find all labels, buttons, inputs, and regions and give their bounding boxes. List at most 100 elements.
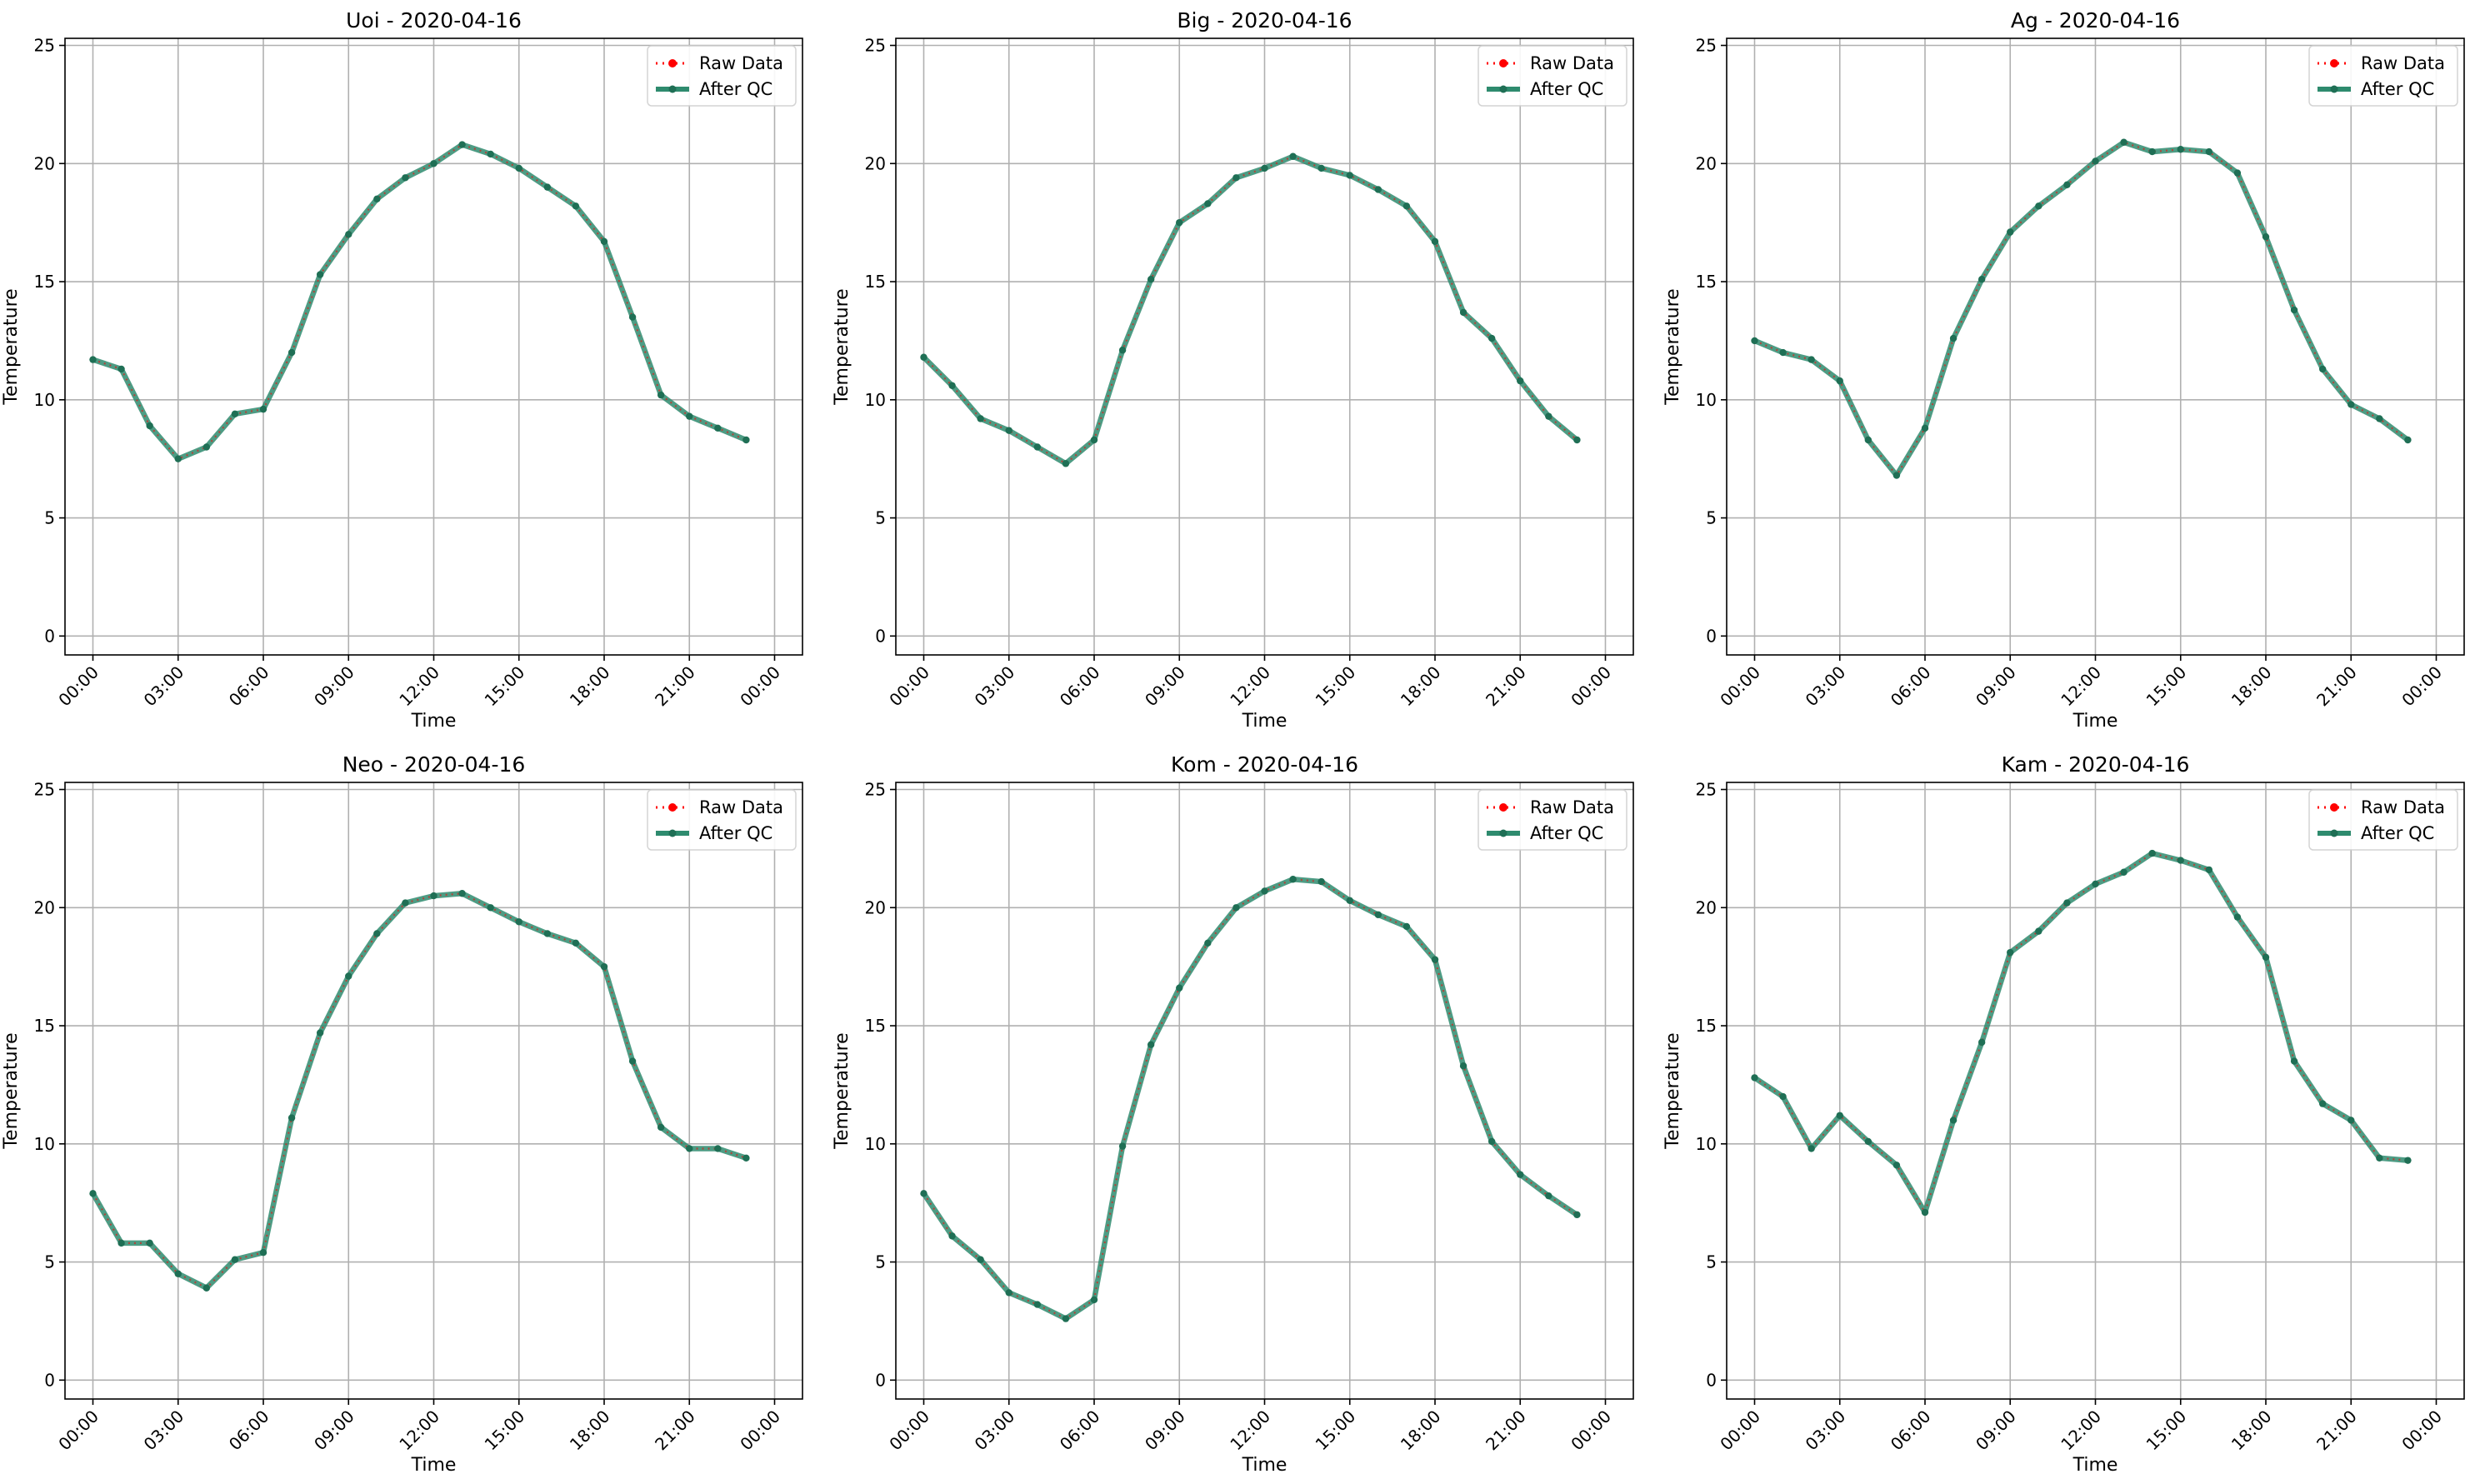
y-tick-label: 5 <box>44 1252 55 1272</box>
x-tick-label: 06:00 <box>1056 1407 1104 1455</box>
data-point <box>1005 427 1012 434</box>
x-tick-label: 15:00 <box>481 1407 529 1455</box>
y-tick-label: 20 <box>1696 153 1717 173</box>
data-point <box>2177 857 2184 864</box>
grid <box>896 782 1633 1399</box>
chart-title: Neo - 2020-04-16 <box>342 752 526 777</box>
y-tick-label: 0 <box>1706 626 1717 646</box>
y-tick-label: 15 <box>1696 272 1717 292</box>
legend: Raw Data After QC <box>1478 45 1628 107</box>
data-point <box>1062 1315 1070 1322</box>
y-tick-label: 5 <box>875 508 886 528</box>
chart-title: Kam - 2020-04-16 <box>2002 752 2190 777</box>
x-tick-label: 15:00 <box>1312 662 1360 711</box>
x-tick-label: 00:00 <box>736 1407 784 1455</box>
data-point <box>1204 200 1212 207</box>
data-point <box>2148 147 2156 156</box>
data-point <box>458 890 466 897</box>
data-point <box>1779 1092 1787 1101</box>
data-point <box>1346 172 1353 179</box>
legend-raw-label: Raw Data <box>2361 53 2445 73</box>
data-point <box>1062 460 1070 467</box>
x-tick-label: 09:00 <box>1972 1407 2020 1455</box>
data-point <box>948 1232 956 1240</box>
y-tick-label: 15 <box>34 272 55 292</box>
legend: Raw Data After QC <box>2308 789 2458 851</box>
x-tick-label: 09:00 <box>310 1407 358 1455</box>
legend-raw-marker <box>2330 59 2338 67</box>
legend-qc-marker <box>668 829 677 837</box>
legend-raw-marker <box>668 59 677 67</box>
y-tick-label: 10 <box>34 1134 55 1154</box>
data-point <box>1147 275 1155 283</box>
data-point <box>657 391 665 399</box>
data-point <box>2092 880 2099 888</box>
data-point <box>515 164 522 172</box>
data-point <box>1147 1041 1155 1048</box>
legend-qc-label: After QC <box>699 79 772 99</box>
series-after-qc-line <box>1752 139 2411 478</box>
y-axis-label: Temperature <box>1 288 22 405</box>
data-point <box>948 382 956 389</box>
data-point <box>1289 152 1297 160</box>
data-point <box>1402 922 1411 931</box>
data-point <box>1921 424 1929 432</box>
data-point <box>1573 1211 1581 1219</box>
data-point <box>1517 377 1524 385</box>
legend-raw-label: Raw Data <box>699 53 783 73</box>
series-after-qc-line <box>921 876 1580 1322</box>
data-point <box>288 348 296 357</box>
data-point <box>118 365 125 373</box>
data-point <box>1808 356 1815 363</box>
x-axis-label: Time <box>2072 711 2118 732</box>
data-point <box>202 1284 211 1292</box>
x-tick-label: 21:00 <box>2312 662 2361 711</box>
series-raw-data-line <box>922 155 1578 465</box>
data-point <box>1949 334 1958 342</box>
y-tick-label: 10 <box>1696 1134 1717 1154</box>
data-point <box>1892 472 1901 479</box>
data-point <box>572 939 580 947</box>
data-point <box>515 918 522 926</box>
data-point <box>543 930 552 937</box>
y-tick-label: 25 <box>1696 36 1717 56</box>
series-raw-data-line <box>922 878 1578 1320</box>
data-point <box>316 271 324 278</box>
y-tick-label: 25 <box>34 36 55 56</box>
data-point <box>2092 157 2099 165</box>
data-point <box>1573 436 1581 444</box>
x-tick-label: 00:00 <box>885 1407 933 1455</box>
data-point <box>686 412 693 420</box>
data-point <box>2290 1057 2298 1065</box>
x-tick-label: 12:00 <box>395 1407 443 1455</box>
data-point <box>1779 348 1787 357</box>
grid <box>65 38 802 655</box>
x-tick-label: 15:00 <box>1312 1407 1360 1455</box>
x-tick-label: 09:00 <box>1141 662 1189 711</box>
series-after-qc-line <box>1752 850 2411 1216</box>
data-point <box>1232 174 1240 182</box>
data-point <box>1545 1192 1552 1200</box>
legend-qc-marker <box>2330 829 2338 837</box>
y-tick-label: 0 <box>875 1370 886 1390</box>
legend-raw-label: Raw Data <box>2361 797 2445 817</box>
data-point <box>345 972 352 980</box>
data-point <box>2063 899 2071 907</box>
x-tick-label: 15:00 <box>2142 1407 2191 1455</box>
data-point <box>543 183 552 191</box>
x-tick-label: 03:00 <box>140 662 188 711</box>
x-tick-label: 00:00 <box>1716 662 1764 711</box>
data-point <box>1090 1296 1098 1304</box>
legend: Raw Data After QC <box>2308 45 2458 107</box>
data-point <box>1033 443 1042 451</box>
data-point <box>1374 186 1382 193</box>
data-point <box>2007 948 2014 957</box>
data-point <box>1978 1038 1986 1047</box>
legend-qc-marker <box>1499 829 1508 837</box>
data-point <box>288 1114 296 1122</box>
data-point <box>1836 377 1843 385</box>
data-point <box>1005 1289 1012 1297</box>
data-point <box>1402 202 1411 210</box>
data-point <box>402 174 409 182</box>
x-tick-label: 06:00 <box>225 1407 273 1455</box>
